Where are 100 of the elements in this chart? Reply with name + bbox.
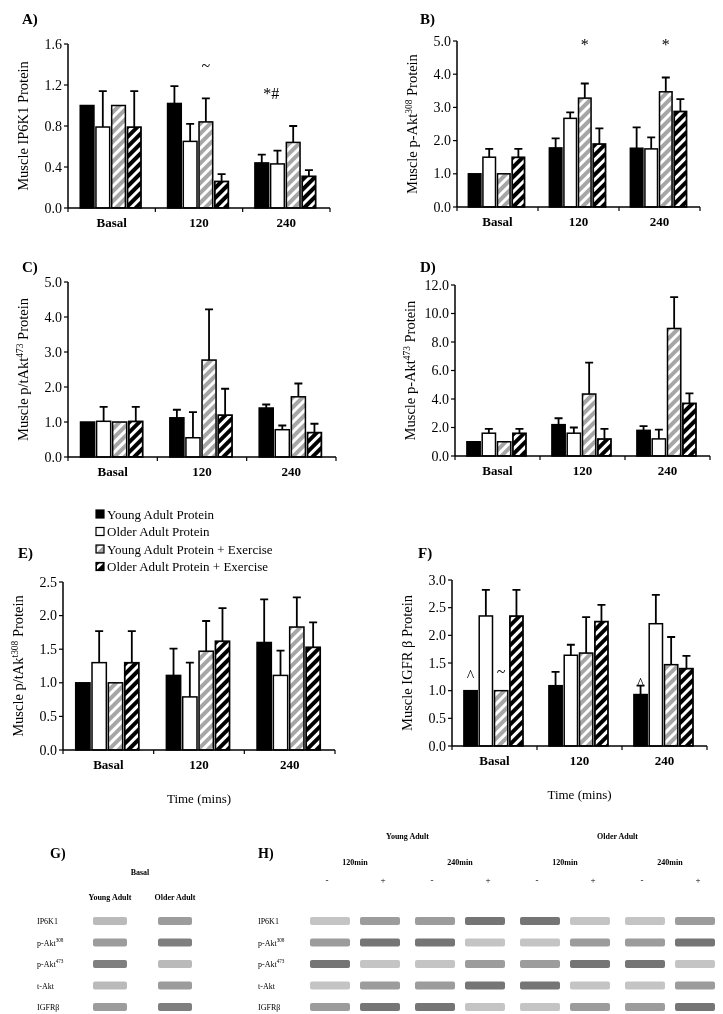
x-tick-label: 120	[568, 214, 589, 229]
y-axis-title: Muscle IGFR β Protein	[399, 594, 415, 731]
y-tick-label: 0.0	[39, 742, 57, 758]
y-tick-label: 1.5	[39, 641, 57, 657]
y-tick-label: 3.0	[428, 572, 446, 588]
text: H)	[258, 845, 274, 862]
text: +	[695, 875, 701, 885]
category-label: IGFRβ	[258, 1002, 281, 1012]
category-label: 120min	[552, 857, 579, 867]
text: -	[325, 875, 329, 885]
y-tick-label: 2.0	[428, 627, 446, 643]
x-axis-title: Time (mins)	[166, 791, 232, 806]
x-tick-label: 240	[281, 464, 302, 479]
y-tick-label: 4.0	[431, 391, 449, 407]
annotation: *	[580, 35, 589, 53]
category-label: IP6K1	[37, 916, 58, 926]
category-label: p-Akt$^{308}$	[258, 936, 285, 947]
text: +	[590, 875, 596, 885]
y-tick-label: 0.0	[433, 199, 451, 215]
y-tick-label: 1.6	[44, 36, 62, 52]
chart-title: B)	[420, 11, 435, 29]
text: Young Adult	[386, 831, 430, 841]
y-tick-label: 12.0	[424, 277, 449, 293]
y-tick-label: 3.0	[44, 344, 62, 360]
y-tick-label: 2.0	[433, 133, 451, 149]
annotation: ~	[496, 662, 506, 680]
x-tick-label: 120	[189, 215, 209, 230]
legend-label: Young Adult Protein + Exercise	[107, 541, 273, 557]
x-tick-label: Basal	[96, 215, 128, 230]
x-tick-label: 120	[192, 464, 212, 479]
y-tick-label: 0.4	[44, 159, 62, 175]
category-label: p-Akt$^{473}$	[37, 958, 64, 969]
y-tick-label: 4.0	[433, 66, 451, 82]
annotation: ~	[201, 56, 211, 74]
x-axis-title: Time (mins)	[547, 787, 612, 802]
category-label: IP6K1	[258, 916, 279, 926]
legend-label: Older Adult Protein	[107, 524, 211, 539]
x-tick-label: Basal	[97, 464, 129, 479]
y-tick-label: 3.0	[433, 99, 451, 115]
y-tick-label: 5.0	[433, 33, 451, 49]
annotation: *#	[263, 84, 280, 102]
x-tick-label: 240	[654, 753, 675, 768]
category-label: Young Adult	[88, 892, 132, 902]
x-tick-label: 120	[189, 757, 209, 772]
x-tick-label: Basal	[93, 757, 124, 772]
category-label: 240min	[657, 857, 684, 867]
legend-label: Young Adult Protein	[107, 506, 215, 522]
y-tick-label: 4.0	[44, 309, 62, 325]
y-tick-label: 0.5	[39, 708, 57, 724]
y-tick-label: 0.8	[44, 118, 62, 134]
x-tick-label: Basal	[479, 753, 511, 768]
y-tick-label: 0.0	[44, 200, 62, 216]
y-tick-label: 0.5	[428, 710, 446, 726]
x-tick-label: 240	[649, 214, 670, 229]
y-tick-label: 10.0	[424, 306, 449, 321]
category-label: p-Akt$^{308}$	[37, 936, 64, 947]
chart-title: D)	[420, 259, 436, 277]
y-axis-title: Muscle IP6K1 Protein	[15, 60, 31, 191]
text: +	[485, 875, 491, 885]
category-label: t-Akt	[258, 981, 275, 990]
text: -	[535, 875, 539, 885]
chart-title: E)	[18, 545, 33, 563]
x-tick-label: Basal	[482, 214, 514, 229]
y-tick-label: 1.2	[44, 77, 62, 93]
annotation: ^	[466, 666, 475, 684]
y-tick-label: 1.0	[44, 414, 62, 430]
category-label: p-Akt$^{473}$	[258, 958, 285, 969]
chart-title: C)	[22, 259, 38, 277]
y-tick-label: 5.0	[44, 274, 62, 290]
y-tick-label: 2.0	[39, 608, 57, 624]
annotation: *	[661, 35, 670, 53]
x-tick-label: 240	[657, 463, 678, 478]
y-tick-label: 0.0	[428, 738, 446, 754]
text: -	[640, 875, 644, 885]
text: Basal	[130, 867, 151, 877]
x-tick-label: 120	[569, 753, 590, 768]
text: G)	[50, 845, 66, 862]
y-tick-label: 1.0	[433, 166, 451, 182]
x-tick-label: 120	[572, 463, 593, 478]
y-tick-label: 0.0	[44, 449, 62, 465]
y-tick-label: 0.0	[431, 448, 449, 464]
y-tick-label: 2.0	[44, 379, 62, 395]
y-tick-label: 2.5	[428, 600, 446, 616]
category-label: 240min	[447, 857, 474, 867]
category-label: 120min	[342, 857, 369, 867]
text: -	[430, 875, 434, 885]
category-label: Older Adult	[154, 892, 196, 902]
y-tick-label: 6.0	[431, 363, 449, 378]
y-tick-label: 1.0	[428, 683, 446, 699]
x-tick-label: 240	[276, 215, 297, 230]
text: Older Adult	[597, 831, 639, 841]
y-tick-label: 2.0	[431, 420, 449, 435]
chart-title: F)	[418, 545, 433, 563]
x-tick-label: Basal	[482, 463, 514, 478]
x-tick-label: 240	[279, 757, 300, 772]
chart-title: A)	[22, 11, 38, 29]
text: +	[380, 875, 386, 885]
y-tick-label: 1.0	[39, 675, 57, 691]
category-label: t-Akt	[37, 981, 54, 990]
y-tick-label: 1.5	[428, 655, 446, 671]
